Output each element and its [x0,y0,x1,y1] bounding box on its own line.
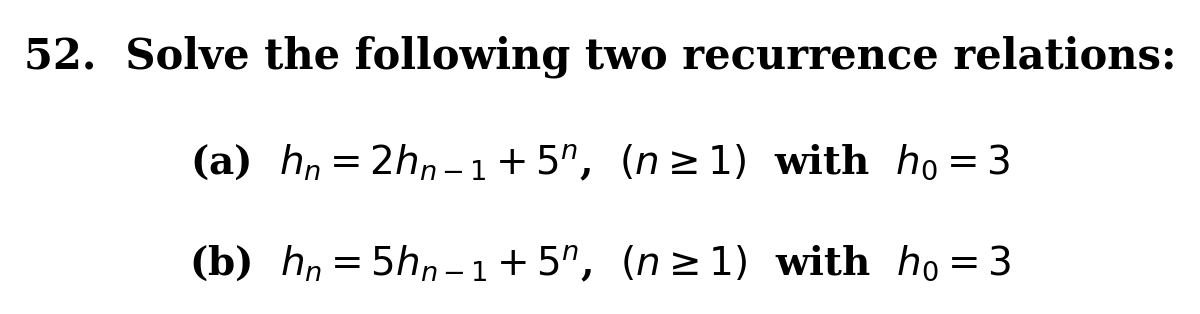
Text: (b)  $h_n = 5h_{n-1} + 5^n$,  $(n \geq 1)$  with  $h_0 = 3$: (b) $h_n = 5h_{n-1} + 5^n$, $(n \geq 1)$… [188,244,1012,284]
Text: (a)  $h_n = 2h_{n-1} + 5^n$,  $(n \geq 1)$  with  $h_0 = 3$: (a) $h_n = 2h_{n-1} + 5^n$, $(n \geq 1)$… [190,143,1010,183]
Text: 52.  Solve the following two recurrence relations:: 52. Solve the following two recurrence r… [24,35,1176,78]
